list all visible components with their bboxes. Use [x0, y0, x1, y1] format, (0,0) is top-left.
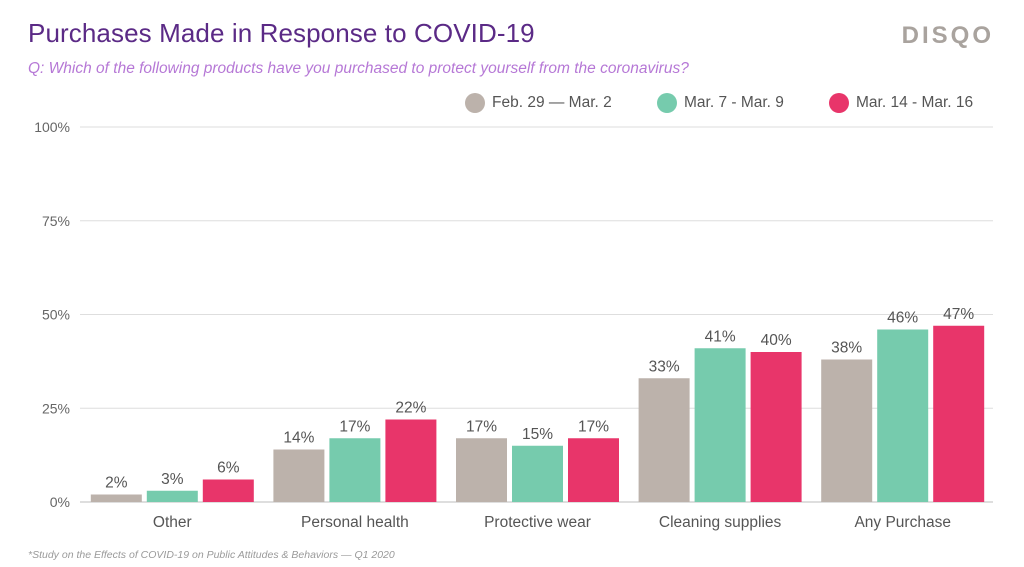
bar-value-label: 22%	[395, 400, 426, 417]
legend-item-series-3: Mar. 14 - Mar. 16	[829, 93, 973, 113]
bar-value-label: 6%	[217, 460, 240, 477]
legend: Feb. 29 — Mar. 2 Mar. 7 - Mar. 9 Mar. 14…	[0, 90, 1024, 116]
bar-value-label: 15%	[522, 426, 553, 443]
bar-3	[568, 438, 619, 502]
bar-3	[202, 479, 254, 502]
legend-label-series-1: Feb. 29 — Mar. 2	[492, 94, 612, 111]
legend-item-series-2: Mar. 7 - Mar. 9	[657, 93, 784, 113]
bar-1	[456, 438, 507, 502]
legend-label-series-3: Mar. 14 - Mar. 16	[856, 94, 974, 111]
category-label: Protective wear	[484, 514, 591, 531]
legend-label-series-2: Mar. 7 - Mar. 9	[684, 94, 784, 111]
bar-value-label: 38%	[831, 340, 862, 357]
bar-value-label: 17%	[339, 418, 370, 435]
bar-2	[694, 348, 746, 502]
bar-value-label: 2%	[105, 475, 128, 492]
bar-3	[750, 352, 802, 502]
bar-1	[638, 378, 690, 502]
legend-swatch-series-2	[657, 93, 677, 113]
bar-value-label: 40%	[761, 332, 792, 349]
y-tick-label: 25%	[42, 400, 70, 416]
brand-logo: DISQO	[901, 22, 994, 49]
bar-value-label: 47%	[943, 306, 974, 323]
bar-value-label: 17%	[466, 418, 497, 435]
category-label: Personal health	[301, 514, 409, 531]
bar-value-label: 41%	[705, 328, 736, 345]
category-label: Cleaning supplies	[659, 514, 782, 531]
legend-item-series-1: Feb. 29 — Mar. 2	[465, 93, 612, 113]
bar-2	[329, 438, 381, 502]
chart-subtitle: Q: Which of the following products have …	[28, 60, 689, 77]
category-label: Any Purchase	[854, 514, 951, 531]
bar-3	[933, 325, 985, 502]
category-label: Other	[153, 514, 192, 531]
bar-2	[512, 445, 563, 502]
bar-value-label: 3%	[161, 471, 184, 488]
y-tick-label: 50%	[42, 307, 70, 323]
y-tick-label: 0%	[50, 494, 70, 510]
bar-value-label: 14%	[283, 430, 314, 447]
bar-1	[821, 359, 873, 502]
bar-1	[90, 494, 142, 502]
y-tick-label: 100%	[34, 119, 70, 135]
bar-1	[273, 449, 325, 502]
bar-2	[877, 329, 929, 502]
bar-value-label: 46%	[887, 310, 918, 327]
bar-2	[146, 490, 198, 502]
y-tick-label: 75%	[42, 213, 70, 229]
chart-title: Purchases Made in Response to COVID-19	[28, 18, 535, 48]
bar-value-label: 33%	[649, 358, 680, 375]
legend-swatch-series-3	[829, 93, 849, 113]
bar-3	[385, 419, 437, 502]
bar-value-label: 17%	[578, 418, 609, 435]
legend-swatch-series-1	[465, 93, 485, 113]
footnote: *Study on the Effects of COVID-19 on Pub…	[28, 549, 395, 561]
